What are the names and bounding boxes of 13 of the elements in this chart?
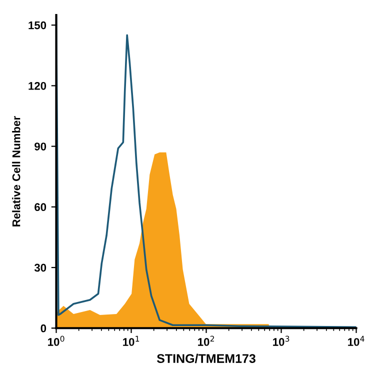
y-tick-label: 0: [40, 324, 46, 332]
y-tick-label: 120: [28, 82, 46, 90]
x-tick-label: 10$^{1}$: [123, 336, 140, 346]
x-tick-label: 10$^{0}$: [48, 336, 64, 346]
x-tick-label: 10$^{3}$: [273, 336, 290, 346]
x-axis-title: STING/TMEM173: [156, 354, 256, 364]
x-tick-label: 10$^{2}$: [198, 336, 214, 346]
y-tick-label: 60: [34, 203, 46, 212]
y-tick-label: 30: [34, 264, 46, 272]
x-tick-label: 10$^{4}$: [348, 336, 364, 346]
y-tick-label: 90: [34, 142, 46, 150]
y-axis-title: Relative Cell Number: [12, 116, 20, 226]
y-tick-label: 150: [28, 21, 46, 30]
